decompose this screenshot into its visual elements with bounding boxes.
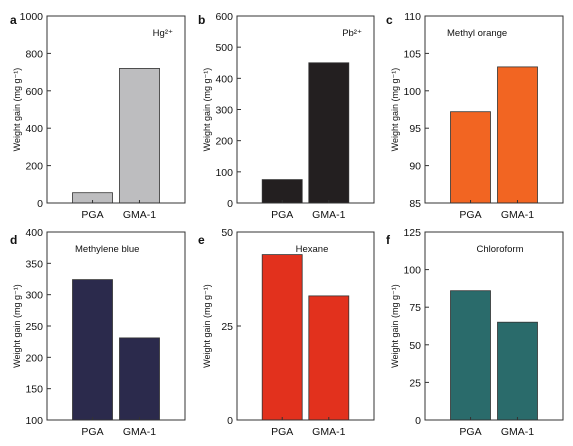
y-axis-label: Weight gain (mg g⁻¹) bbox=[202, 284, 212, 368]
panel-letter: f bbox=[386, 233, 391, 247]
y-tick-label: 100 bbox=[403, 265, 421, 277]
y-tick-label: 200 bbox=[25, 352, 43, 364]
y-axis-label: Weight gain (mg g⁻¹) bbox=[390, 284, 400, 368]
y-tick-label: 50 bbox=[221, 227, 233, 239]
y-tick-label: 300 bbox=[215, 105, 233, 117]
panel-letter: a bbox=[10, 13, 17, 27]
panel-title: Chloroform bbox=[477, 244, 524, 255]
y-tick-label: 600 bbox=[215, 11, 233, 23]
x-tick-label: GMA-1 bbox=[312, 209, 345, 221]
panel-title: Methylene blue bbox=[75, 244, 139, 255]
plot-frame bbox=[236, 15, 375, 204]
y-tick-label: 400 bbox=[25, 123, 43, 135]
panel-title: Methyl orange bbox=[447, 28, 507, 39]
bar-pga bbox=[450, 290, 491, 421]
x-tick-label: PGA bbox=[271, 426, 293, 438]
y-axis-label: Weight gain (mg g⁻¹) bbox=[390, 68, 400, 152]
panel-letter: c bbox=[386, 13, 393, 27]
bar-gma-1 bbox=[308, 295, 350, 421]
panel-letter: d bbox=[10, 233, 17, 247]
panel-title: Hexane bbox=[296, 244, 329, 255]
panel-letter: e bbox=[198, 233, 205, 247]
y-tick-label: 1000 bbox=[20, 11, 44, 23]
x-tick-label: GMA-1 bbox=[312, 426, 345, 438]
x-tick-label: GMA-1 bbox=[123, 209, 156, 221]
y-tick-label: 0 bbox=[37, 198, 43, 210]
y-tick-label: 0 bbox=[227, 198, 233, 210]
bar-pga bbox=[261, 254, 303, 421]
y-tick-label: 200 bbox=[25, 161, 43, 173]
panel-b: b PGA GMA-1 0 100 200 300 400 500 600 Weight gain … bbox=[198, 11, 375, 221]
panel-title: Pb²⁺ bbox=[342, 28, 362, 39]
x-tick-label: GMA-1 bbox=[501, 426, 534, 438]
x-tick-label: GMA-1 bbox=[501, 209, 534, 221]
bar-pga bbox=[261, 179, 303, 204]
x-tick-label: PGA bbox=[459, 209, 481, 221]
y-axis-label: Weight gain (mg g⁻¹) bbox=[12, 68, 22, 152]
y-tick-label: 75 bbox=[409, 302, 421, 314]
plot-frame bbox=[424, 15, 564, 204]
y-tick-label: 350 bbox=[25, 258, 43, 270]
panel-f: f PGA GMA-1 0 25 50 75 100 125 Weight gain (mg g⁻… bbox=[386, 227, 564, 438]
y-tick-label: 400 bbox=[25, 227, 43, 239]
x-tick-label: PGA bbox=[459, 426, 481, 438]
y-tick-label: 105 bbox=[403, 48, 421, 60]
y-tick-label: 85 bbox=[409, 198, 421, 210]
y-tick-label: 125 bbox=[403, 227, 421, 239]
y-axis-label: Weight gain (mg g⁻¹) bbox=[202, 68, 212, 152]
y-tick-label: 0 bbox=[227, 415, 233, 427]
plot-frame bbox=[46, 231, 186, 421]
y-tick-label: 100 bbox=[215, 167, 233, 179]
plot-frame bbox=[46, 15, 186, 204]
panel-a: a PGA GMA-1 0 200 400 600 800 1000 Weight gain (m… bbox=[10, 11, 186, 221]
panel-title: Hg²⁺ bbox=[153, 28, 173, 39]
panel-d: d PGA GMA-1 100 150 200 250 300 350 400 Weight gai… bbox=[10, 227, 186, 438]
y-tick-label: 110 bbox=[404, 11, 421, 23]
x-tick-label: PGA bbox=[271, 209, 293, 221]
bar-gma-1 bbox=[497, 321, 538, 421]
y-tick-label: 100 bbox=[25, 415, 43, 427]
bar-gma-1 bbox=[497, 66, 538, 204]
y-tick-label: 400 bbox=[215, 73, 233, 85]
panel-letter: b bbox=[198, 13, 205, 27]
y-tick-label: 90 bbox=[409, 161, 421, 173]
x-tick-label: PGA bbox=[81, 209, 103, 221]
y-tick-label: 200 bbox=[215, 136, 233, 148]
plot-frame bbox=[236, 231, 375, 421]
y-tick-label: 600 bbox=[25, 86, 43, 98]
plot-frame bbox=[424, 231, 564, 421]
y-tick-label: 150 bbox=[25, 384, 43, 396]
y-tick-label: 95 bbox=[409, 123, 421, 135]
y-axis-label: Weight gain (mg g⁻¹) bbox=[12, 284, 22, 368]
x-tick-label: GMA-1 bbox=[123, 426, 156, 438]
y-tick-label: 0 bbox=[415, 415, 421, 427]
bar-pga bbox=[450, 111, 491, 204]
bar-gma-1 bbox=[119, 68, 160, 204]
panel-e: e PGA GMA-1 0 25 50 Weight gain (mg g⁻¹) Hexane bbox=[198, 227, 375, 438]
y-tick-label: 300 bbox=[25, 290, 43, 302]
y-tick-label: 250 bbox=[25, 321, 43, 333]
panel-c: c PGA GMA-1 85 90 95 100 105 110 Weight gain (mg … bbox=[386, 11, 564, 221]
y-tick-label: 25 bbox=[409, 377, 421, 389]
y-tick-label: 25 bbox=[221, 321, 233, 333]
bar-pga bbox=[72, 279, 113, 421]
y-tick-label: 800 bbox=[25, 48, 43, 60]
y-tick-label: 100 bbox=[403, 86, 421, 98]
y-tick-label: 50 bbox=[409, 340, 421, 352]
x-tick-label: PGA bbox=[81, 426, 103, 438]
y-tick-label: 500 bbox=[215, 42, 233, 54]
bar-gma-1 bbox=[308, 62, 350, 204]
bar-gma-1 bbox=[119, 337, 160, 421]
